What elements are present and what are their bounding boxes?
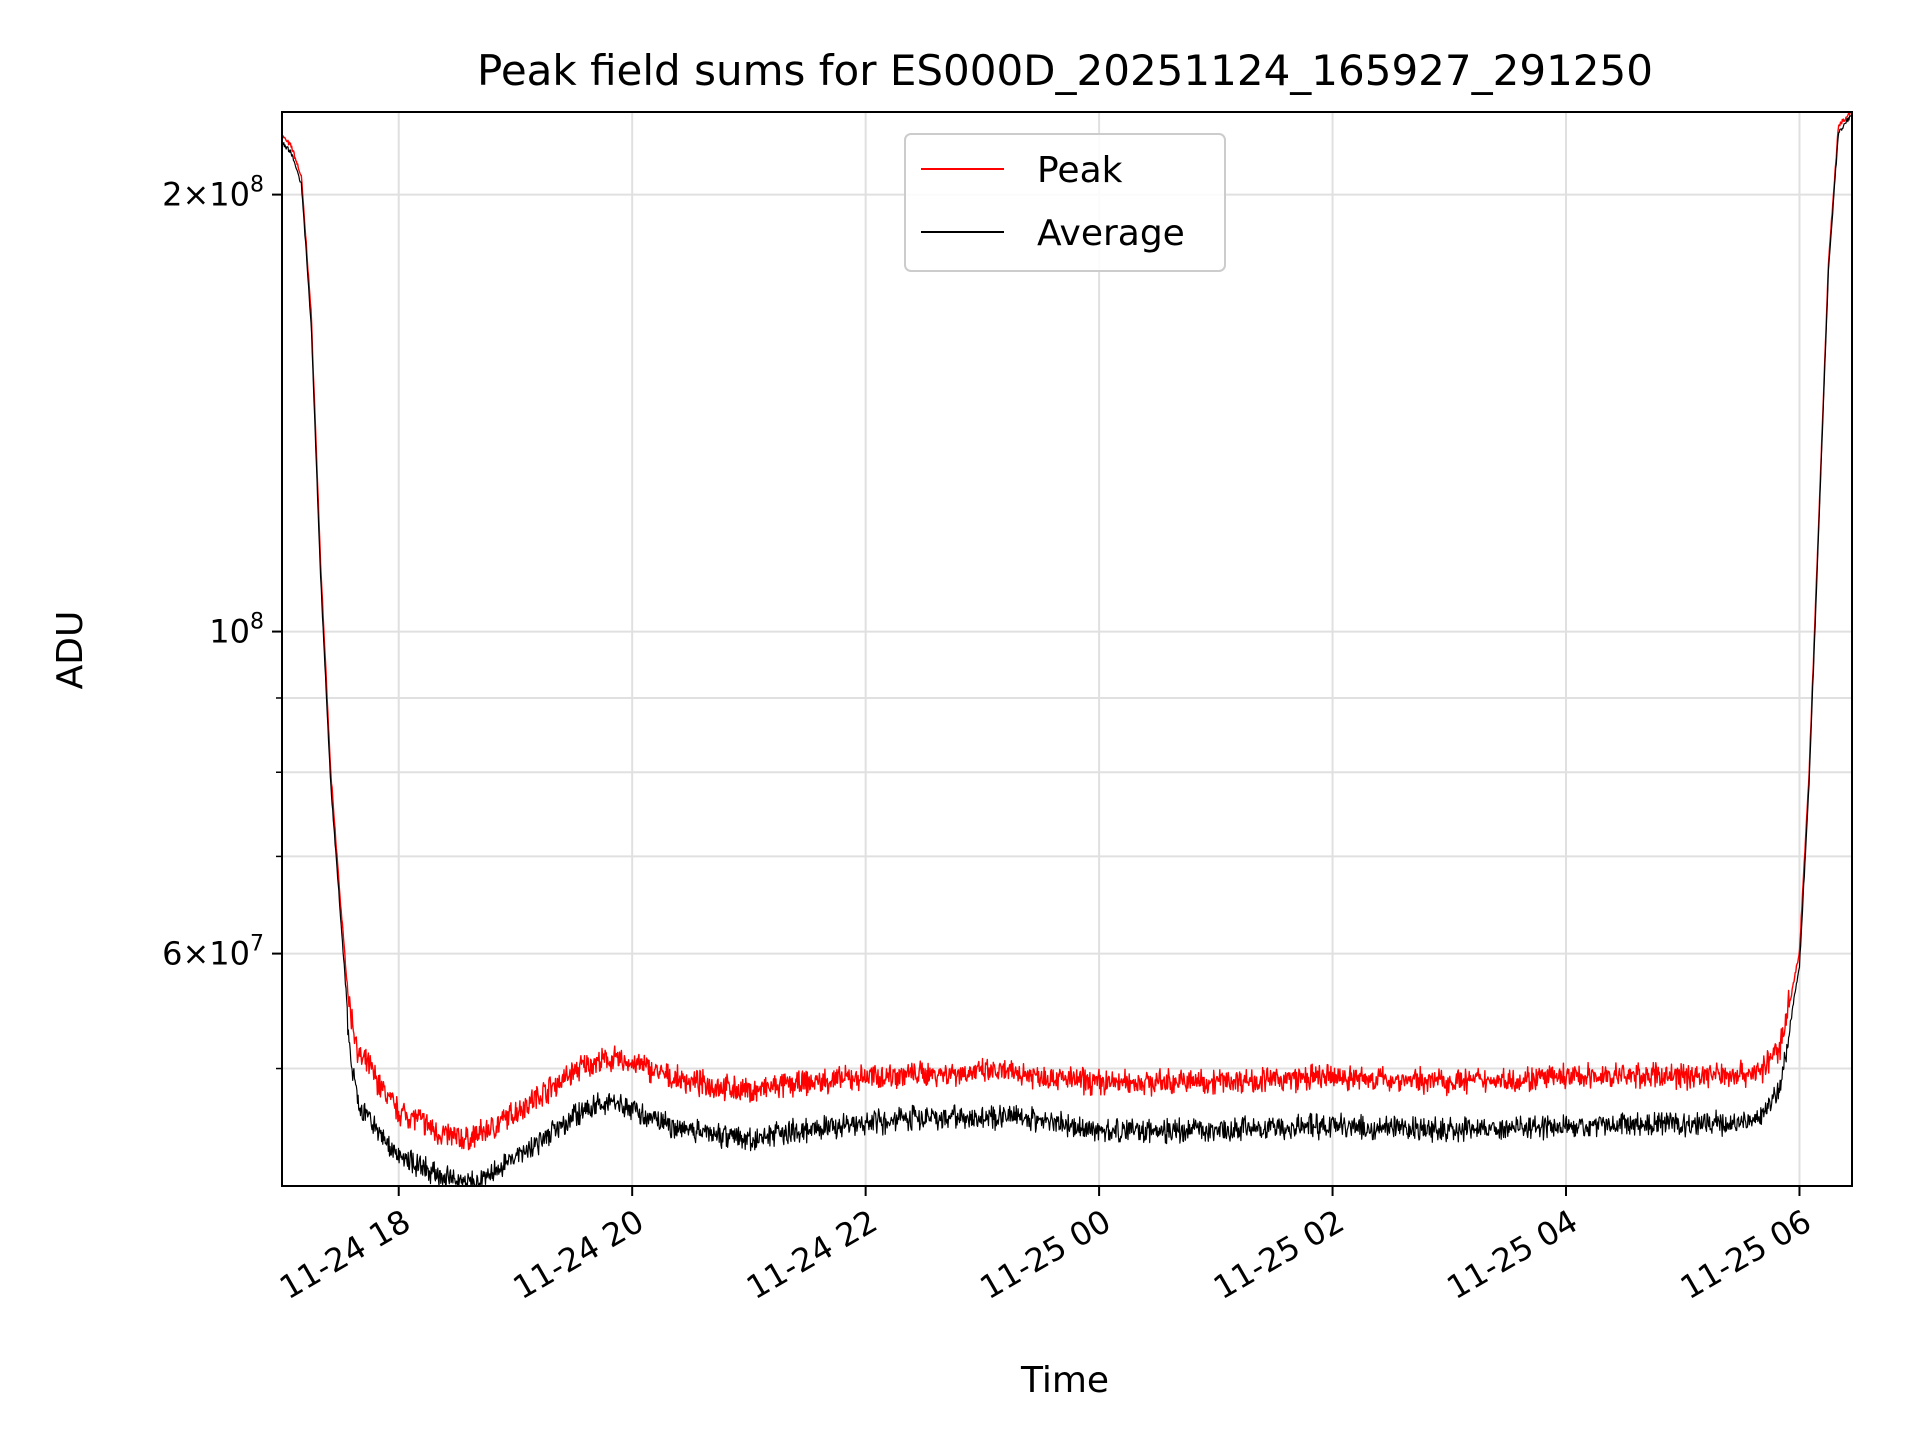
y-tick-label: 6×107 bbox=[162, 932, 264, 973]
grid bbox=[282, 112, 1852, 1186]
y-tick-label: 2×108 bbox=[162, 173, 264, 214]
y-axis: 2×108 108 6×107 bbox=[162, 173, 282, 1070]
series-layer bbox=[281, 111, 1853, 1187]
plot-area bbox=[281, 111, 1853, 1187]
legend-label-peak: Peak bbox=[1037, 150, 1123, 191]
y-axis-label: ADU bbox=[50, 611, 91, 690]
legend: Peak Average bbox=[904, 133, 1226, 272]
chart-title: Peak field sums for ES000D_20251124_1659… bbox=[477, 46, 1653, 95]
series-line-peak bbox=[281, 111, 1853, 1151]
plot-frame bbox=[281, 111, 1853, 1187]
legend-label-average: Average bbox=[1037, 213, 1185, 254]
series-line-average bbox=[281, 112, 1853, 1187]
x-axis-label: Time bbox=[1020, 1360, 1109, 1401]
y-tick-label: 108 bbox=[209, 610, 264, 651]
